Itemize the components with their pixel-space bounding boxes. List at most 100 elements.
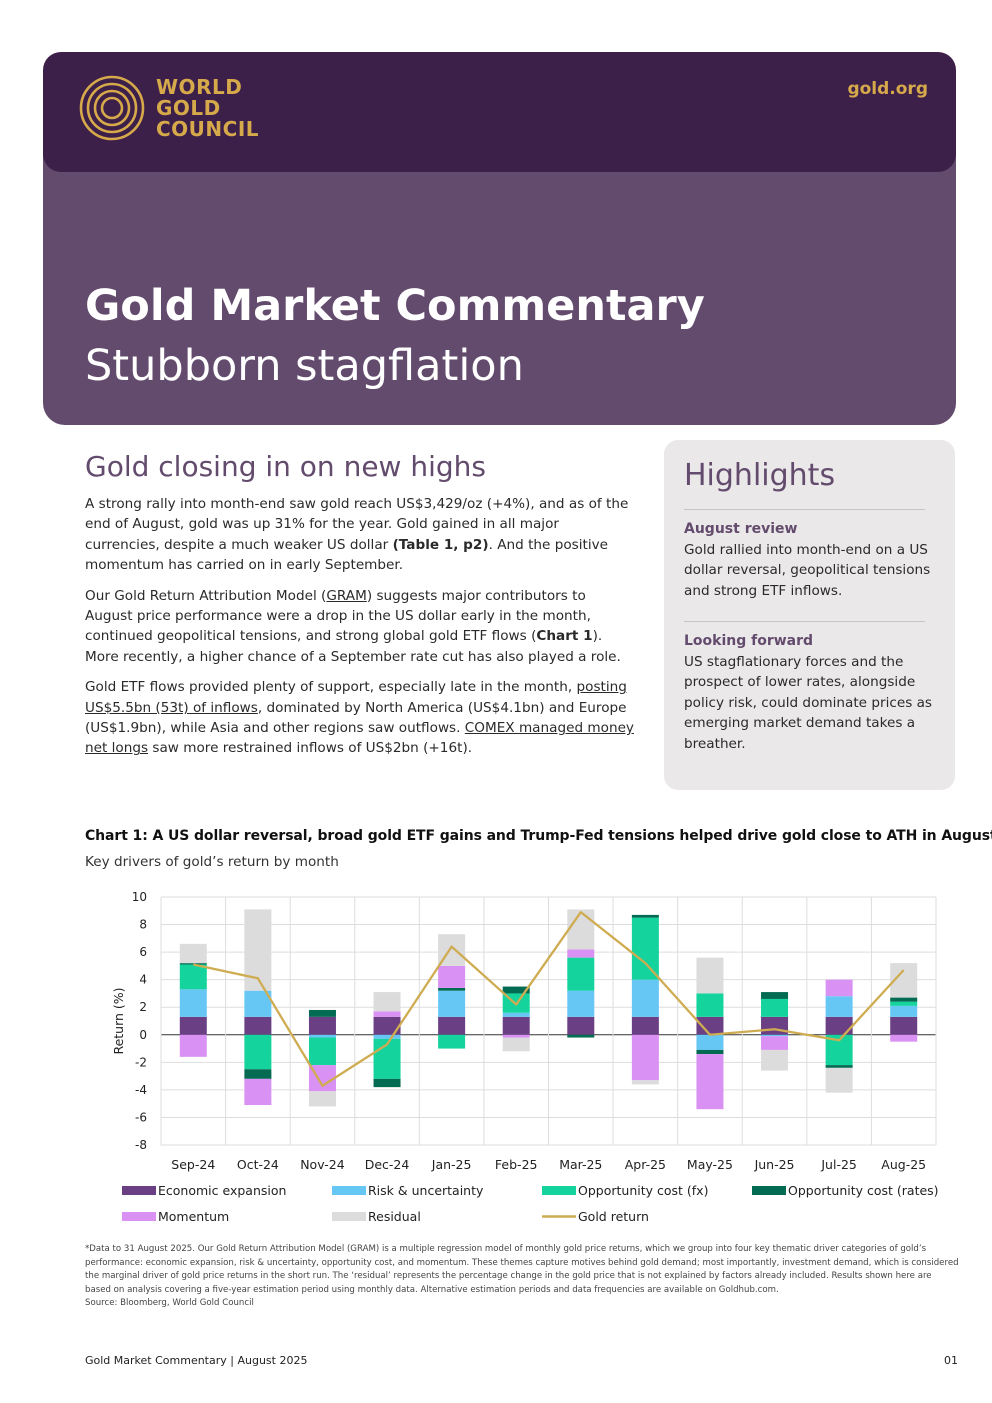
y-axis-label: Return (%) — [111, 987, 126, 1054]
bar-segment — [373, 1078, 401, 1088]
page-subtitle: Stubborn stagflation — [85, 341, 524, 391]
x-tick-label: Jun-25 — [754, 1157, 795, 1172]
bar-segment — [567, 949, 595, 958]
x-tick-label: Oct-24 — [237, 1157, 279, 1172]
bar-segment — [179, 1034, 207, 1057]
wgc-rings-icon — [79, 75, 145, 141]
bar-segment — [179, 964, 207, 990]
header-top-band — [43, 52, 956, 172]
x-tick-label: Sep-24 — [171, 1157, 215, 1172]
bar-segment — [567, 990, 595, 1017]
x-tick-label: Nov-24 — [300, 1157, 345, 1172]
legend-swatch — [332, 1186, 366, 1195]
highlights-divider-2 — [684, 621, 925, 622]
y-tick-label: 2 — [139, 1000, 147, 1014]
bar-segment — [631, 914, 659, 918]
legend-label: Gold return — [578, 1209, 649, 1224]
bar-segment — [631, 979, 659, 1017]
bar-segment — [567, 957, 595, 991]
bar-segment — [308, 1034, 336, 1038]
legend-label: Economic expansion — [158, 1183, 286, 1198]
bar-segment — [696, 1054, 724, 1110]
bar-segment — [373, 992, 401, 1012]
x-tick-label: Jul-25 — [820, 1157, 857, 1172]
page-title: Gold Market Commentary — [85, 281, 705, 331]
y-tick-label: 0 — [139, 1028, 147, 1042]
x-tick-label: Apr-25 — [625, 1157, 666, 1172]
bar-segment — [179, 963, 207, 965]
paragraph-2: Our Gold Return Attribution Model (GRAM)… — [85, 586, 637, 668]
bar-segment — [631, 917, 659, 980]
bar-segment — [244, 1016, 272, 1035]
bar-segment — [373, 1016, 401, 1035]
bar-segment — [438, 990, 466, 1017]
bar-segment — [825, 1016, 853, 1035]
bar-segment — [567, 1034, 595, 1038]
bar-segment — [631, 1080, 659, 1085]
wgc-logo[interactable]: WORLD GOLD COUNCIL — [78, 74, 259, 142]
bar-segment — [502, 1037, 530, 1052]
bar-segment — [696, 1016, 724, 1035]
brand-line-2: GOLD — [156, 95, 221, 120]
bar-segment — [761, 1034, 789, 1037]
bar-segment — [308, 1009, 336, 1017]
bar-segment — [761, 992, 789, 999]
highlights-divider-1 — [684, 509, 925, 510]
bar-segment — [696, 1034, 724, 1050]
p2-text-d: ). More recently, a higher chance of a S… — [85, 628, 621, 665]
bar-segment — [696, 957, 724, 994]
bar-segment — [308, 1016, 336, 1035]
legend-swatch — [752, 1186, 786, 1195]
chart-reference: Chart 1 — [536, 628, 593, 645]
chart-subtitle: Key drivers of gold’s return by month — [85, 854, 339, 870]
highlights-box: Highlights August review Gold rallied in… — [664, 440, 955, 790]
bar-segment — [567, 1016, 595, 1035]
looking-forward-heading: Looking forward — [684, 633, 814, 649]
looking-forward-text: US stagflationary forces and the prospec… — [684, 654, 933, 752]
bar-segment — [761, 1016, 789, 1035]
bar-segment — [438, 987, 466, 991]
p3-text-c: saw more restrained inflows of US$2bn (+… — [148, 740, 473, 757]
x-tick-label: Aug-25 — [881, 1157, 926, 1172]
x-tick-label: Feb-25 — [495, 1157, 538, 1172]
highlights-title: Highlights — [684, 458, 836, 493]
bar-segment — [308, 1037, 336, 1066]
august-review-text: Gold rallied into month-end on a US doll… — [684, 542, 931, 599]
bar-segment — [244, 1078, 272, 1106]
bar-segment — [825, 996, 853, 1017]
section-heading: Gold closing in on new highs — [85, 450, 486, 483]
bar-segment — [761, 1036, 789, 1050]
brand-name: WORLD GOLD COUNCIL — [156, 74, 259, 140]
legend-label: Risk & uncertainty — [368, 1183, 484, 1198]
footer-publication: Gold Market Commentary | August 2025 — [85, 1354, 308, 1367]
bar-segment — [438, 1034, 466, 1049]
p2-text-a: Our Gold Return Attribution Model ( — [85, 587, 327, 604]
bar-segment — [502, 1034, 530, 1038]
bar-segment — [502, 986, 530, 994]
comex-link[interactable]: COMEX managed money net longs — [85, 720, 634, 757]
legend-swatch — [122, 1186, 156, 1195]
brand-line-1: WORLD — [156, 74, 243, 99]
bar-segment — [890, 1016, 918, 1035]
bar-segment — [373, 1011, 401, 1017]
etf-flows-link[interactable]: posting US$5.5bn (53t) of inflows — [85, 679, 627, 716]
august-review-heading: August review — [684, 521, 798, 537]
bar-segment — [696, 993, 724, 1017]
y-tick-label: 8 — [139, 918, 147, 932]
bar-segment — [502, 1012, 530, 1017]
gram-link[interactable]: GRAM — [326, 587, 367, 604]
footnote: *Data to 31 August 2025. Our Gold Return… — [85, 1243, 960, 1311]
gram-chart: 10 8 6 4 2 0 -2 -4 -6 -8 Return (%) Sep-24 Oct-24 Nov… — [111, 890, 939, 1224]
y-tick-label: 10 — [132, 890, 147, 904]
bar-segment — [825, 979, 853, 997]
bar-segment — [179, 943, 207, 964]
bar-segment — [567, 909, 595, 950]
p3-text-b: , dominated by North America (US$4.1bn) … — [85, 699, 627, 737]
p1-text-a: A strong rally into month-end saw gold r… — [85, 496, 629, 553]
bar-segment — [825, 1065, 853, 1068]
bar-segment — [244, 1034, 272, 1070]
x-tick-label: Mar-25 — [559, 1157, 602, 1172]
bar-segment — [438, 965, 466, 988]
paragraph-1: A strong rally into month-end saw gold r… — [85, 494, 637, 576]
site-link[interactable]: gold.org — [847, 79, 928, 99]
